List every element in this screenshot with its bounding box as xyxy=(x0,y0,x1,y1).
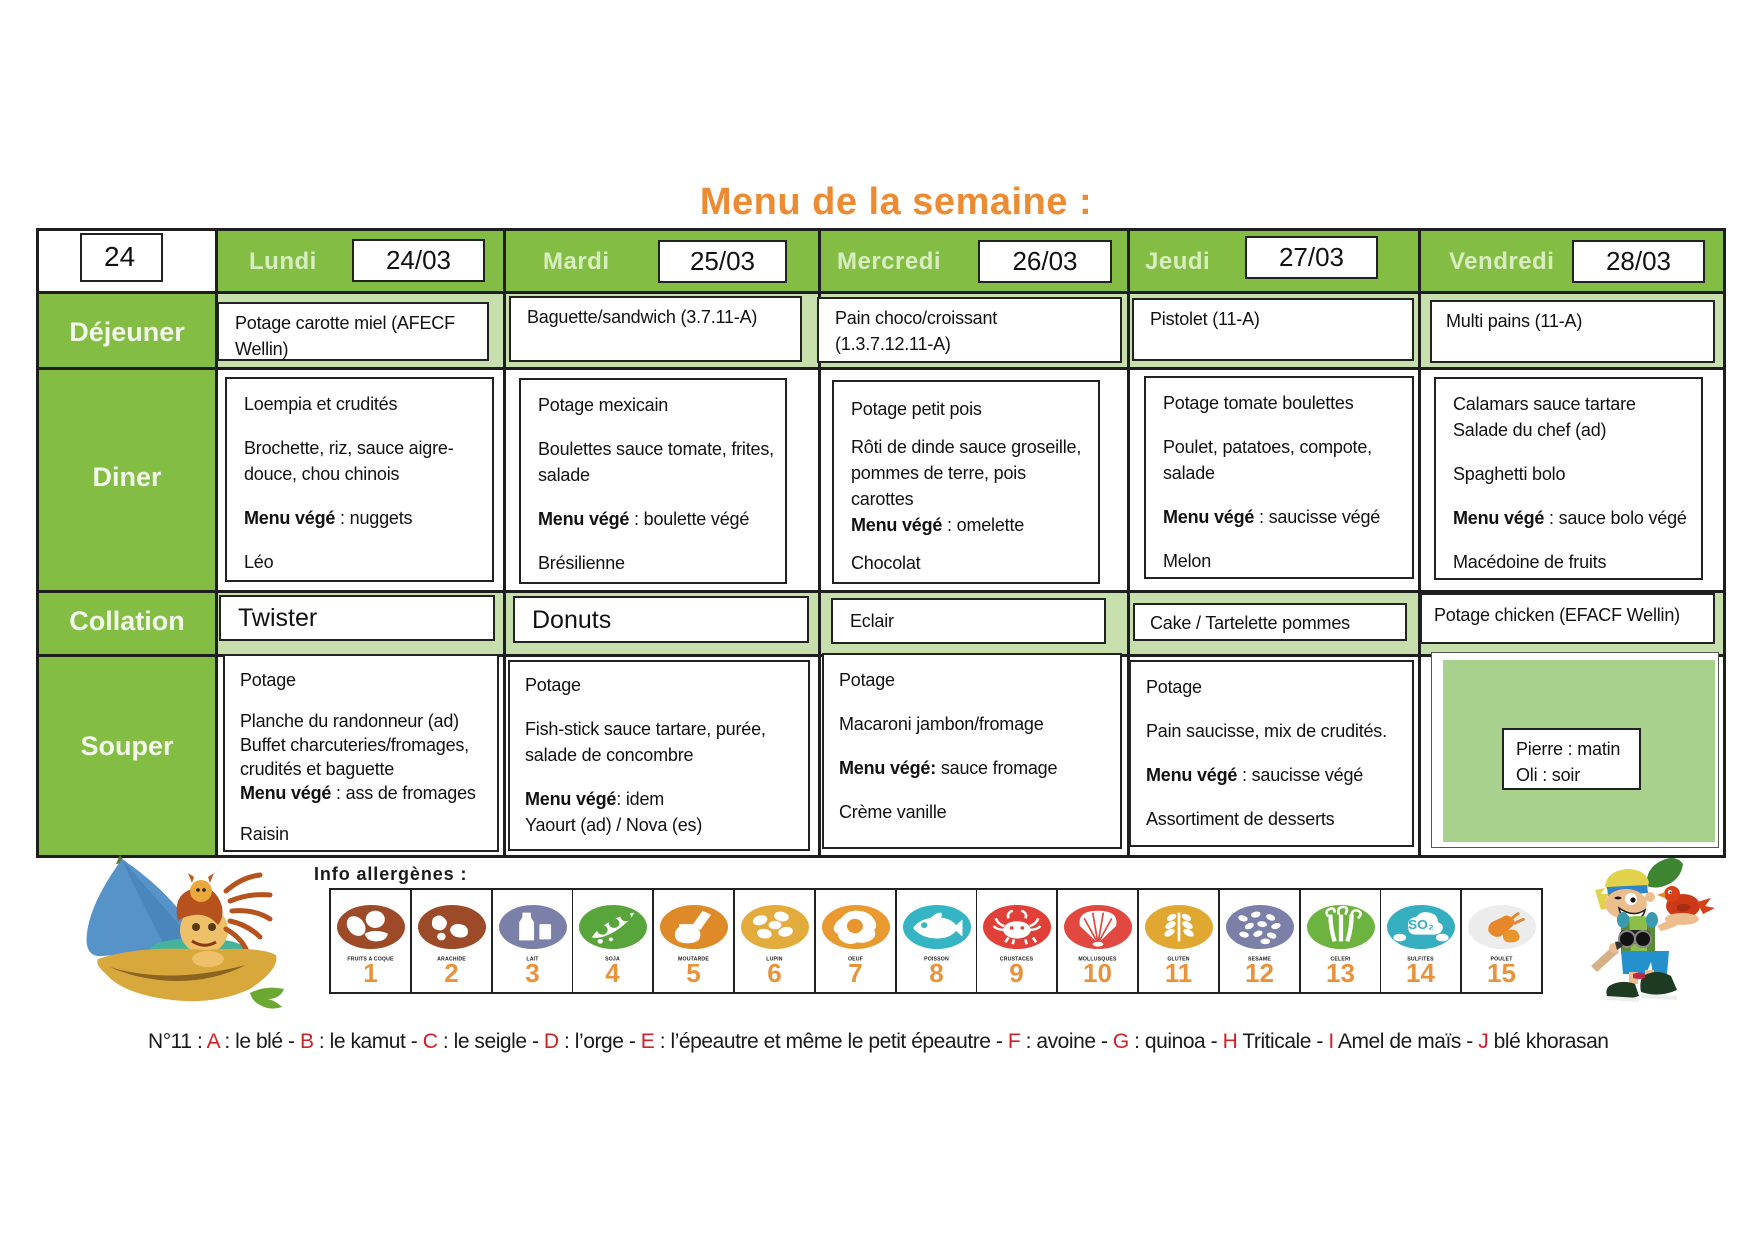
svg-text:SO₂: SO₂ xyxy=(1407,918,1433,932)
